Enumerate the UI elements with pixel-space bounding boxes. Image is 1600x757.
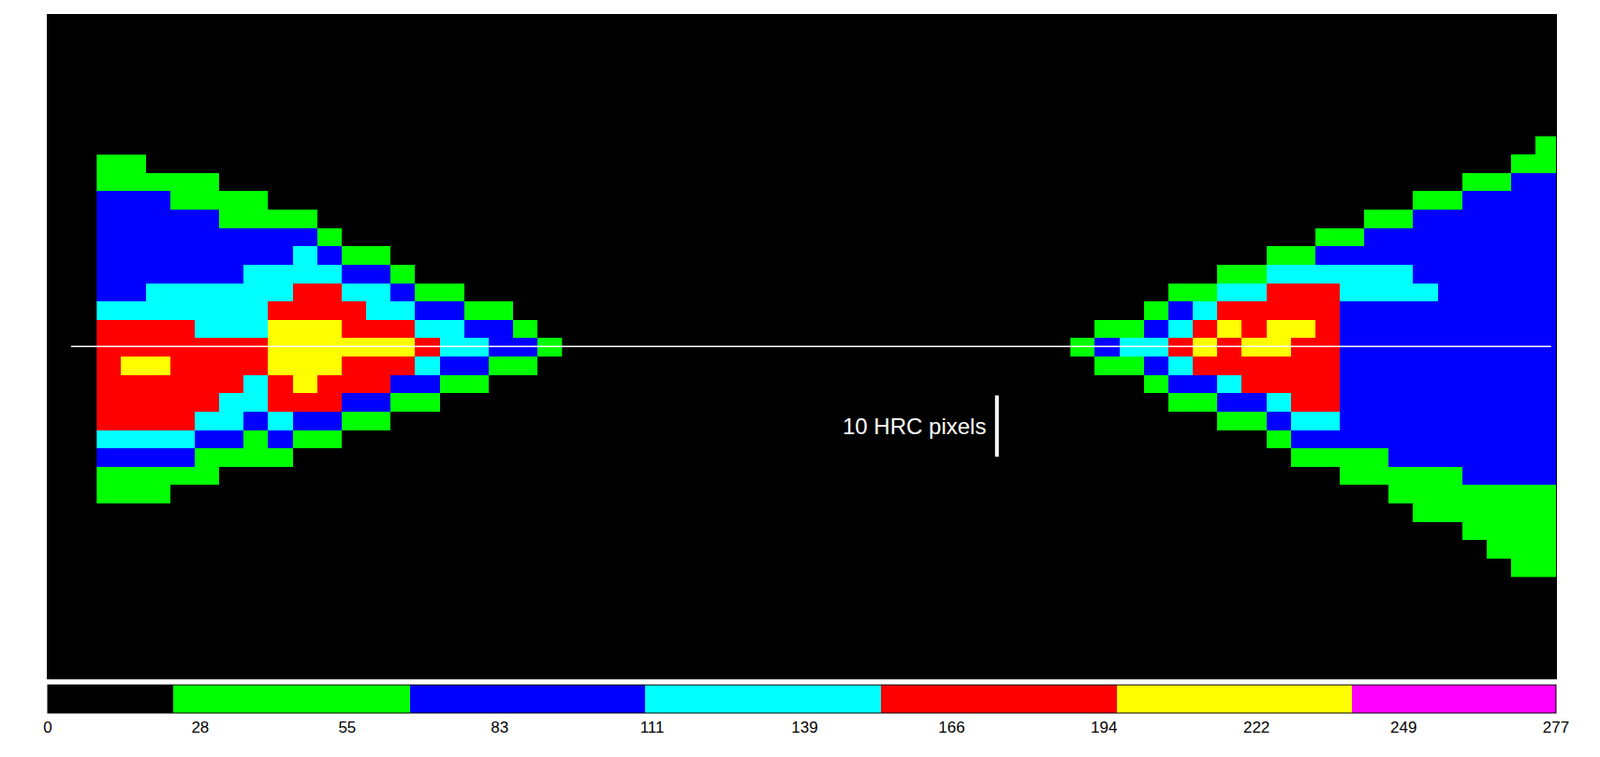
svg-text:194: 194 — [1090, 719, 1117, 737]
svg-text:0: 0 — [43, 719, 52, 737]
svg-text:10 HRC pixels: 10 HRC pixels — [842, 413, 986, 440]
svg-text:28: 28 — [190, 719, 209, 737]
svg-text:111: 111 — [640, 719, 665, 737]
svg-text:55: 55 — [337, 719, 356, 737]
svg-text:83: 83 — [490, 719, 509, 737]
svg-text:222: 222 — [1243, 719, 1270, 737]
svg-text:139: 139 — [791, 719, 818, 737]
svg-text:249: 249 — [1390, 719, 1417, 737]
svg-text:277: 277 — [1542, 719, 1570, 737]
svg-text:166: 166 — [938, 719, 965, 737]
